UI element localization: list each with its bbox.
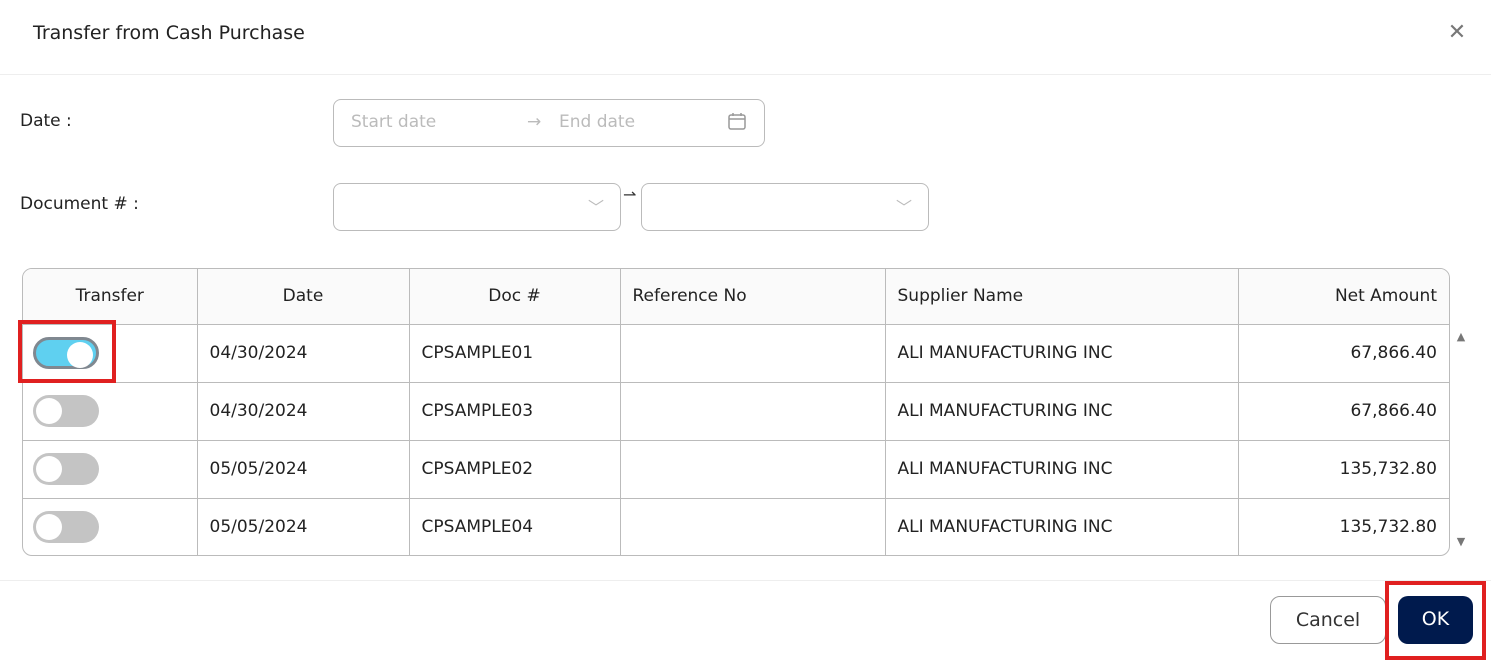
dialog-title: Transfer from Cash Purchase (33, 22, 305, 44)
document-label: Document # : (20, 194, 139, 214)
document-to-select[interactable]: ﹀ (641, 183, 929, 231)
supplier-cell: ALI MANUFACTURING INC (885, 440, 1239, 499)
doc-cell: CPSAMPLE03 (409, 382, 621, 441)
table-row: 04/30/2024 CPSAMPLE01 ALI MANUFACTURING … (23, 324, 1449, 383)
ok-button[interactable]: OK (1398, 596, 1473, 644)
chevron-down-icon: ﹀ (587, 198, 604, 217)
date-range-picker[interactable]: Start date → End date (333, 99, 765, 147)
date-label: Date : (20, 111, 72, 131)
transfer-toggle[interactable] (33, 511, 99, 544)
header-date: Date (197, 269, 410, 325)
header-net-amount: Net Amount (1238, 269, 1449, 325)
net-amount-cell: 67,866.40 (1238, 324, 1449, 383)
table-row: 05/05/2024 CPSAMPLE04 ALI MANUFACTURING … (23, 498, 1449, 555)
arrow-icon: → (527, 112, 542, 132)
table-row: 05/05/2024 CPSAMPLE02 ALI MANUFACTURING … (23, 440, 1449, 499)
divider (0, 74, 1491, 75)
transfer-table: Transfer Date Doc # Reference No Supplie… (22, 268, 1450, 556)
document-from-select[interactable]: ﹀ (333, 183, 621, 231)
chevron-down-icon: ﹀ (895, 198, 912, 217)
reference-cell (620, 498, 886, 555)
range-arrow-icon: ⇀ (623, 185, 637, 204)
reference-cell (620, 440, 886, 499)
divider (0, 580, 1491, 581)
net-amount-cell: 135,732.80 (1238, 440, 1449, 499)
reference-cell (620, 382, 886, 441)
calendar-icon (727, 111, 747, 136)
reference-cell (620, 324, 886, 383)
transfer-toggle[interactable] (33, 453, 99, 485)
date-cell: 04/30/2024 (197, 382, 410, 441)
scroll-up-icon[interactable]: ▲ (1456, 330, 1466, 343)
transfer-toggle[interactable] (33, 337, 99, 369)
transfer-toggle[interactable] (33, 395, 99, 427)
close-icon[interactable]: ✕ (1447, 20, 1467, 45)
cancel-button[interactable]: Cancel (1270, 596, 1386, 644)
net-amount-cell: 135,732.80 (1339, 517, 1437, 538)
table-row: 04/30/2024 CPSAMPLE03 ALI MANUFACTURING … (23, 382, 1449, 441)
header-transfer: Transfer (23, 269, 198, 325)
date-cell: 04/30/2024 (197, 324, 410, 383)
header-reference: Reference No (620, 269, 886, 325)
end-date-input[interactable]: End date (559, 112, 636, 132)
supplier-cell: ALI MANUFACTURING INC (885, 324, 1239, 383)
doc-cell: CPSAMPLE01 (409, 324, 621, 383)
date-cell: 05/05/2024 (197, 440, 410, 499)
net-amount-cell: 67,866.40 (1238, 382, 1449, 441)
doc-cell: CPSAMPLE04 (409, 498, 621, 555)
supplier-cell: ALI MANUFACTURING INC (885, 498, 1239, 555)
date-cell: 05/05/2024 (197, 498, 410, 555)
doc-cell: CPSAMPLE02 (409, 440, 621, 499)
start-date-input[interactable]: Start date (351, 112, 437, 132)
header-doc: Doc # (409, 269, 621, 325)
scroll-down-icon[interactable]: ▼ (1456, 535, 1466, 548)
header-supplier: Supplier Name (885, 269, 1239, 325)
supplier-cell: ALI MANUFACTURING INC (885, 382, 1239, 441)
